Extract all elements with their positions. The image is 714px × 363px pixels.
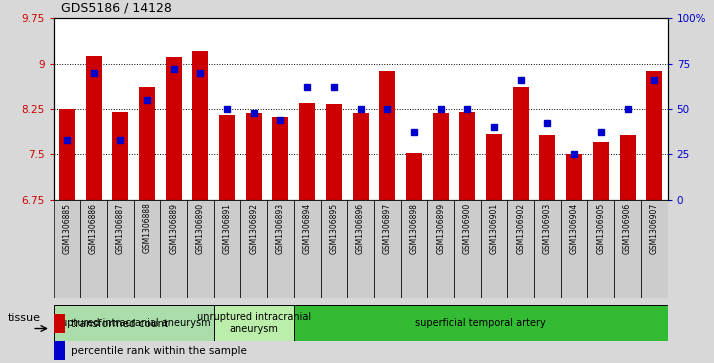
Bar	[112, 112, 129, 200]
Text: GSM1306892: GSM1306892	[249, 203, 258, 254]
Bar	[273, 117, 288, 200]
Bar	[213, 200, 241, 298]
Text: GSM1306906: GSM1306906	[623, 203, 632, 254]
Bar	[427, 200, 454, 298]
Bar	[86, 56, 101, 200]
Bar	[566, 154, 582, 200]
Bar	[54, 341, 64, 360]
Bar	[534, 200, 560, 298]
Text: GSM1306894: GSM1306894	[303, 203, 312, 254]
Bar	[326, 104, 342, 200]
Text: GSM1306891: GSM1306891	[223, 203, 231, 254]
Bar	[192, 52, 208, 200]
Bar	[267, 200, 294, 298]
Text: percentile rank within the sample: percentile rank within the sample	[71, 346, 246, 356]
Bar	[481, 200, 508, 298]
Bar	[213, 305, 294, 341]
Text: GDS5186 / 14128: GDS5186 / 14128	[61, 1, 171, 15]
Text: GSM1306886: GSM1306886	[89, 203, 98, 254]
Bar	[246, 113, 262, 200]
Bar	[379, 71, 396, 200]
Bar	[646, 71, 663, 200]
Bar	[294, 305, 668, 341]
Text: GSM1306901: GSM1306901	[490, 203, 498, 254]
Bar	[134, 200, 161, 298]
Text: ruptured intracranial aneurysm: ruptured intracranial aneurysm	[57, 318, 211, 328]
Text: GSM1306890: GSM1306890	[196, 203, 205, 254]
Bar	[486, 134, 502, 200]
Text: GSM1306893: GSM1306893	[276, 203, 285, 254]
Text: GSM1306895: GSM1306895	[329, 203, 338, 254]
Bar	[321, 200, 347, 298]
Text: GSM1306885: GSM1306885	[62, 203, 71, 254]
Bar	[294, 200, 321, 298]
Bar	[353, 113, 368, 200]
Text: GSM1306902: GSM1306902	[516, 203, 526, 254]
Bar	[80, 200, 107, 298]
Bar	[641, 200, 668, 298]
Text: transformed count: transformed count	[71, 319, 168, 329]
Bar	[59, 109, 75, 200]
Bar	[459, 112, 476, 200]
Text: GSM1306904: GSM1306904	[570, 203, 578, 254]
Bar	[54, 314, 64, 333]
Text: GSM1306887: GSM1306887	[116, 203, 125, 254]
Bar	[107, 200, 134, 298]
Text: GSM1306900: GSM1306900	[463, 203, 472, 254]
Bar	[588, 200, 614, 298]
Bar	[161, 200, 187, 298]
Text: GSM1306907: GSM1306907	[650, 203, 659, 254]
Text: GSM1306889: GSM1306889	[169, 203, 178, 254]
Bar	[513, 86, 529, 200]
Text: tissue: tissue	[8, 313, 41, 323]
Bar	[433, 113, 448, 200]
Bar	[540, 135, 555, 200]
Bar	[560, 200, 588, 298]
Text: GSM1306903: GSM1306903	[543, 203, 552, 254]
Bar	[54, 200, 80, 298]
Bar	[299, 103, 315, 200]
Text: GSM1306896: GSM1306896	[356, 203, 365, 254]
Bar	[508, 200, 534, 298]
Bar	[401, 200, 427, 298]
Bar	[374, 200, 401, 298]
Bar	[166, 57, 181, 200]
Bar	[241, 200, 267, 298]
Text: superficial temporal artery: superficial temporal artery	[416, 318, 546, 328]
Bar	[347, 200, 374, 298]
Bar	[219, 115, 235, 200]
Text: GSM1306897: GSM1306897	[383, 203, 392, 254]
Bar	[139, 86, 155, 200]
Text: GSM1306899: GSM1306899	[436, 203, 445, 254]
Bar	[187, 200, 213, 298]
Bar	[454, 200, 481, 298]
Text: GSM1306905: GSM1306905	[596, 203, 605, 254]
Bar	[406, 153, 422, 200]
Text: GSM1306898: GSM1306898	[409, 203, 418, 254]
Text: unruptured intracranial
aneurysm: unruptured intracranial aneurysm	[197, 312, 311, 334]
Bar	[54, 305, 213, 341]
Bar	[614, 200, 641, 298]
Bar	[593, 142, 609, 200]
Text: GSM1306888: GSM1306888	[143, 203, 151, 253]
Bar	[620, 135, 635, 200]
